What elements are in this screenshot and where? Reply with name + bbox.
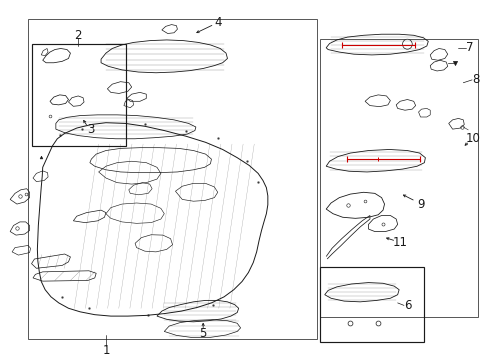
Text: 11: 11	[392, 236, 407, 249]
Bar	[319, 267, 424, 342]
Text: 4: 4	[214, 16, 221, 29]
Text: 7: 7	[465, 41, 472, 54]
Text: 1: 1	[102, 344, 109, 357]
Text: 5: 5	[199, 328, 206, 341]
Text: 10: 10	[465, 132, 480, 145]
Text: 3: 3	[87, 123, 95, 136]
Ellipse shape	[402, 39, 411, 49]
Text: 8: 8	[471, 73, 478, 86]
Text: 9: 9	[416, 198, 424, 211]
Text: 6: 6	[403, 299, 410, 312]
Text: 2: 2	[74, 29, 82, 42]
Bar	[28, 19, 317, 339]
Bar	[31, 44, 126, 146]
Bar	[319, 39, 477, 317]
